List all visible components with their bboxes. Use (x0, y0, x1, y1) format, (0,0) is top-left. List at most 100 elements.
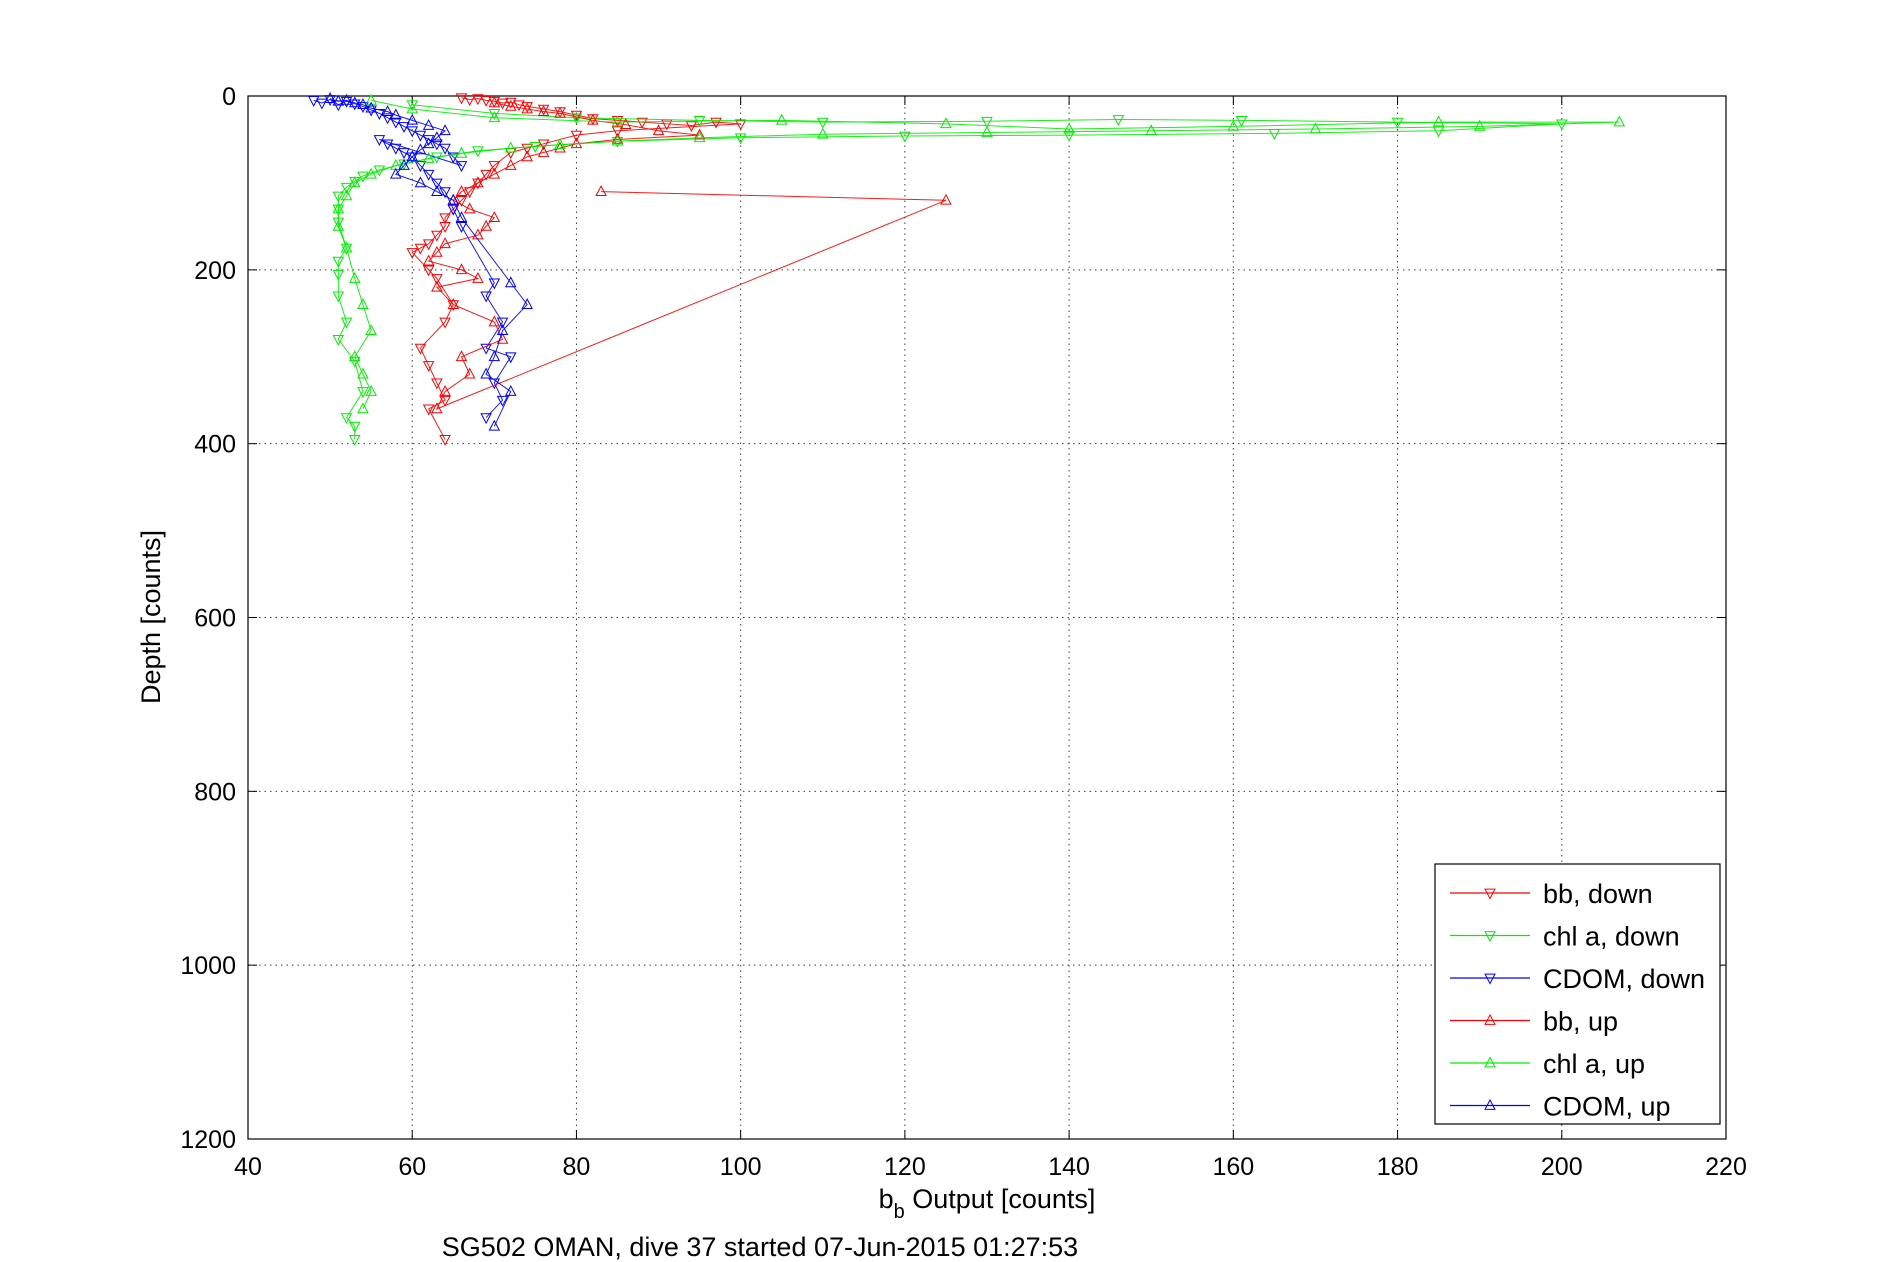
data-point (455, 185, 468, 196)
data-point (611, 134, 624, 146)
data-point (332, 202, 345, 214)
x-axis-label-rest: Output [counts] (905, 1184, 1096, 1214)
data-point (422, 137, 435, 149)
data-point (480, 413, 492, 425)
data-point (422, 361, 435, 373)
data-point (480, 367, 492, 379)
x-tick-label: 80 (563, 1153, 591, 1181)
data-point (554, 141, 566, 153)
data-point (570, 130, 583, 142)
legend-label: CDOM, down (1543, 964, 1705, 994)
data-point (340, 413, 353, 425)
y-tick-label: 0 (222, 83, 236, 111)
data-point (406, 150, 419, 162)
data-point (521, 143, 533, 155)
data-point (390, 143, 402, 155)
data-point (439, 213, 451, 225)
data-point (570, 137, 583, 149)
legend-marker (1484, 1013, 1496, 1025)
data-point (1235, 115, 1248, 127)
data-point (431, 274, 443, 286)
data-point (504, 276, 517, 288)
legend-marker (1484, 1056, 1496, 1068)
data-point (431, 139, 443, 151)
legend: bb, down chl a, down CDOM, down bb, up chl a… (1434, 863, 1721, 1125)
data-point (480, 291, 492, 303)
data-point (488, 96, 501, 108)
data-point (431, 178, 443, 190)
data-point (504, 141, 517, 153)
data-point (447, 204, 460, 216)
data-point (348, 271, 361, 283)
legend-item: CDOM, up (1450, 1092, 1671, 1122)
x-axis-label-subscript: b (894, 1201, 905, 1223)
data-point (480, 343, 492, 355)
data-point (1309, 122, 1322, 134)
data-point (816, 127, 829, 139)
data-point (340, 189, 353, 201)
data-point (537, 139, 550, 151)
data-point (587, 113, 599, 125)
data-point (940, 117, 952, 129)
data-point (504, 99, 517, 111)
data-point (521, 298, 533, 309)
data-point (504, 352, 517, 364)
y-tick-label: 400 (194, 431, 236, 459)
data-point (611, 126, 624, 138)
x-tick-label: 60 (398, 1153, 426, 1181)
y-tick-label: 800 (194, 778, 236, 806)
data-point (431, 185, 443, 196)
data-point (554, 106, 566, 118)
data-point (398, 122, 410, 133)
data-point (348, 176, 361, 188)
data-point (554, 138, 566, 150)
data-point (480, 219, 492, 231)
data-point (332, 256, 345, 268)
data-point (521, 102, 533, 114)
data-point (570, 113, 583, 125)
data-point (390, 167, 402, 179)
data-point (463, 95, 476, 107)
series-layer (307, 92, 1626, 446)
data-point (488, 111, 501, 123)
data-point (455, 263, 468, 275)
data-point (381, 113, 394, 125)
legend-marker (1484, 888, 1496, 900)
x-tick-label: 140 (1048, 1153, 1090, 1181)
data-point (619, 118, 632, 130)
data-point (611, 136, 624, 148)
data-point (340, 182, 353, 194)
legend-box (1434, 863, 1721, 1125)
data-point (472, 271, 484, 283)
data-point (652, 124, 665, 136)
data-point (488, 161, 501, 173)
data-point (422, 254, 435, 266)
data-point (365, 324, 377, 336)
data-point (439, 317, 451, 329)
data-point (710, 117, 722, 129)
data-point (422, 169, 435, 181)
data-point (340, 243, 353, 255)
data-point (1145, 124, 1158, 136)
data-point (472, 94, 484, 106)
data-point (734, 119, 747, 131)
data-point (414, 143, 427, 155)
data-point (595, 185, 607, 196)
data-point (463, 202, 476, 214)
data-point (332, 94, 345, 106)
data-point (455, 161, 468, 173)
data-point (431, 280, 443, 292)
data-point (414, 176, 427, 188)
data-point (431, 245, 443, 257)
axis-ticks: 40 60 80 100 120 140 160 180 200 220 0 200 400 600 800… (180, 83, 1746, 1181)
legend-item: CDOM, down (1450, 964, 1705, 994)
data-point (406, 248, 419, 260)
data-point (1555, 119, 1568, 131)
series-line (313, 98, 512, 418)
data-point (332, 335, 345, 346)
data-point (348, 421, 361, 433)
data-point (414, 343, 427, 355)
data-point (390, 117, 402, 129)
data-point (398, 148, 410, 160)
